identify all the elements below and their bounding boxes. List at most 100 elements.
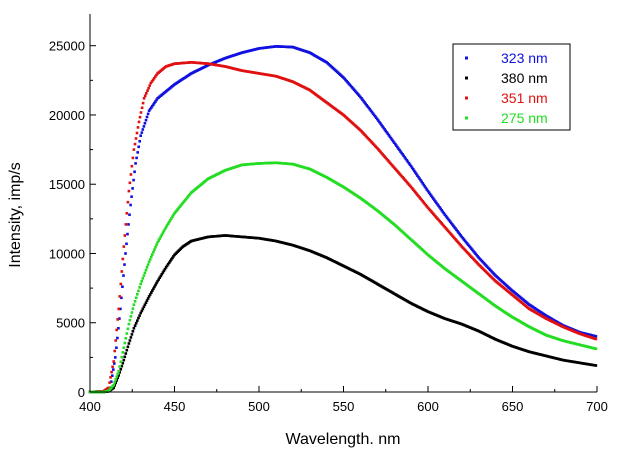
data-point	[152, 77, 156, 80]
data-point	[122, 274, 125, 277]
data-point	[381, 125, 384, 128]
data-point	[394, 142, 397, 146]
data-point	[151, 253, 154, 256]
data-point	[391, 139, 395, 143]
data-point	[146, 297, 150, 300]
data-point	[158, 276, 161, 279]
data-point	[120, 364, 124, 368]
data-point	[134, 137, 138, 140]
data-point	[129, 203, 132, 207]
data-point	[139, 111, 143, 114]
data-point	[362, 99, 365, 103]
data-point	[121, 285, 124, 288]
data-point	[117, 369, 120, 373]
data-point	[112, 383, 115, 387]
data-point	[121, 257, 125, 261]
data-point	[139, 282, 142, 286]
data-point	[151, 78, 155, 82]
data-point	[140, 106, 144, 110]
data-point	[164, 225, 168, 229]
data-point	[136, 319, 139, 322]
data-point	[417, 175, 420, 179]
data-point	[411, 168, 415, 171]
data-point	[128, 318, 132, 322]
data-point	[146, 89, 149, 92]
data-point	[160, 273, 164, 276]
data-point	[165, 264, 169, 268]
data-point	[112, 386, 115, 390]
data-point	[398, 148, 401, 152]
data-point	[389, 137, 393, 140]
data-point	[148, 293, 152, 296]
data-point	[147, 295, 151, 298]
data-point	[419, 178, 422, 182]
y-tick-label: 25000	[49, 39, 85, 54]
data-point	[146, 263, 150, 266]
data-point	[147, 109, 151, 113]
data-point	[434, 200, 437, 203]
data-point	[128, 213, 131, 216]
data-point	[138, 314, 141, 317]
legend-marker	[465, 96, 468, 100]
data-point	[164, 266, 168, 269]
data-point	[139, 134, 142, 137]
x-tick-label: 650	[502, 399, 524, 414]
data-point	[369, 109, 373, 113]
x-axis-title: Wavelength. nm	[285, 431, 400, 448]
data-point	[124, 223, 128, 226]
data-point	[154, 283, 157, 287]
data-point	[141, 307, 145, 311]
data-point	[162, 229, 166, 233]
x-tick-label: 500	[248, 399, 270, 414]
data-point	[133, 170, 136, 174]
data-point	[454, 227, 457, 230]
data-point	[141, 277, 145, 280]
data-point	[140, 279, 144, 283]
data-point	[129, 315, 133, 318]
data-point	[148, 84, 151, 87]
data-point	[141, 101, 145, 105]
data-point	[115, 328, 118, 332]
data-point	[157, 239, 160, 242]
data-point	[166, 262, 170, 266]
data-point	[437, 204, 440, 208]
data-point	[110, 380, 113, 383]
data-point	[137, 145, 140, 149]
data-point	[128, 339, 132, 342]
data-point	[150, 255, 153, 259]
data-point	[155, 98, 158, 102]
y-tick-labels: 0 5000 10000 15000 20000 25000	[49, 39, 85, 400]
data-point	[111, 365, 114, 369]
data-point	[118, 317, 121, 320]
data-point	[154, 100, 157, 103]
data-point	[155, 73, 158, 77]
data-point	[127, 322, 131, 326]
data-point	[172, 255, 175, 258]
plot-series-layer	[88, 45, 598, 394]
data-point	[155, 243, 158, 247]
data-point	[119, 282, 123, 286]
data-point	[111, 374, 114, 377]
data-point	[119, 360, 123, 364]
data-point	[123, 234, 127, 237]
data-point	[170, 217, 173, 220]
data-point	[385, 131, 389, 134]
data-point	[445, 216, 449, 219]
data-point	[387, 134, 391, 137]
data-point	[118, 365, 121, 368]
data-point	[405, 159, 409, 162]
data-point	[161, 271, 165, 274]
data-point	[137, 316, 140, 320]
data-point	[441, 210, 445, 214]
data-point	[138, 115, 142, 119]
data-point	[377, 119, 380, 122]
data-point	[418, 177, 421, 180]
data-point	[107, 386, 110, 390]
data-point	[137, 289, 140, 293]
x-tick-label: 550	[333, 399, 355, 414]
data-point	[167, 220, 171, 224]
data-point	[144, 118, 148, 122]
x-tick-labels: 400 450 500 550 600 650 700	[79, 399, 608, 414]
data-point	[108, 381, 111, 384]
